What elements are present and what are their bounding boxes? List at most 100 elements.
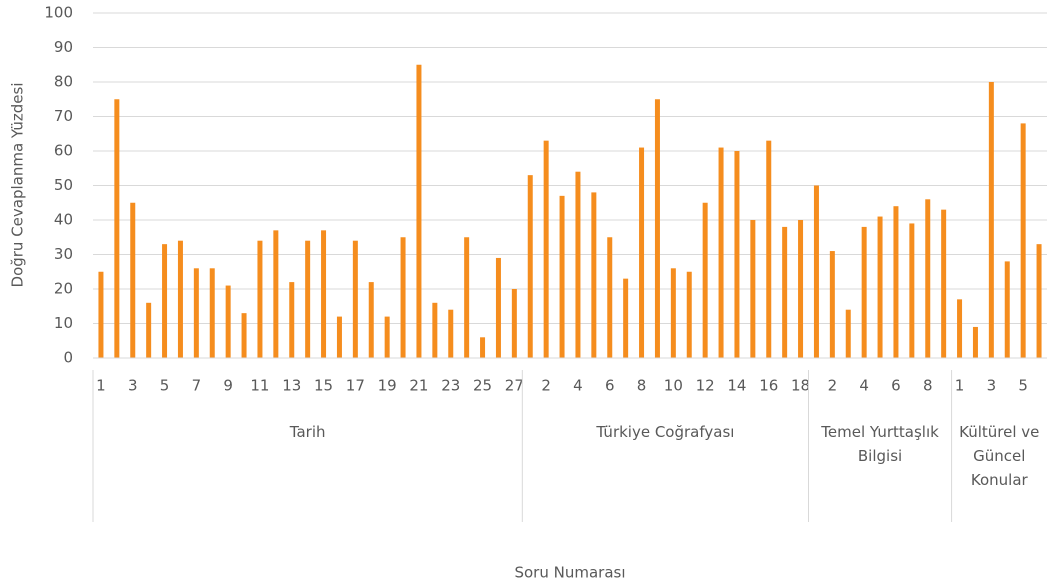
x-tick-label: 8 (923, 377, 933, 395)
bar (384, 316, 390, 358)
bar (1004, 261, 1010, 358)
bar (734, 151, 740, 358)
bar (861, 226, 867, 358)
bar (925, 199, 931, 358)
x-tick-label: 15 (314, 377, 333, 395)
bar (289, 282, 295, 358)
bar (209, 268, 215, 358)
y-tick-label: 0 (63, 349, 73, 367)
bar (400, 237, 406, 358)
x-tick-label: 17 (346, 377, 365, 395)
bar (798, 220, 804, 358)
group-label: Temel Yurttaşlık Bilgisi (821, 423, 939, 465)
y-tick-label: 80 (54, 73, 73, 91)
y-tick-label: 50 (54, 176, 73, 194)
bar (972, 326, 978, 358)
bar (957, 299, 963, 358)
bar (511, 289, 517, 358)
bar (416, 64, 422, 358)
bar (813, 185, 819, 358)
x-tick-label: 5 (1018, 377, 1028, 395)
x-tick-label: 12 (696, 377, 715, 395)
y-tick-label: 40 (54, 211, 73, 229)
bar (623, 278, 629, 358)
bar (639, 147, 645, 358)
bar (162, 244, 168, 358)
x-tick-label: 7 (192, 377, 202, 395)
x-tick-label: 2 (541, 377, 551, 395)
bar (654, 99, 660, 358)
bar (352, 240, 358, 358)
bar (336, 316, 342, 358)
bar (257, 240, 263, 358)
bar (718, 147, 724, 358)
bar (495, 257, 501, 358)
bar (591, 192, 597, 358)
bar (177, 240, 183, 358)
bar (193, 268, 199, 358)
bar (480, 337, 486, 358)
x-tick-label: 14 (727, 377, 746, 395)
bar (575, 171, 581, 358)
bar (988, 82, 994, 358)
bar (766, 140, 772, 358)
bar (1020, 123, 1026, 359)
x-tick-label: 18 (791, 377, 810, 395)
bar (750, 220, 756, 358)
x-tick-label: 1 (955, 377, 965, 395)
y-tick-label: 30 (54, 245, 73, 263)
bar (670, 268, 676, 358)
x-tick-label: 11 (250, 377, 269, 395)
x-tick-label: 8 (637, 377, 647, 395)
y-axis-title: Doğru Cevaplanma Yüzdesi (9, 83, 27, 288)
bar (1036, 244, 1042, 358)
x-tick-label: 16 (759, 377, 778, 395)
x-tick-label: 13 (282, 377, 301, 395)
bar (448, 309, 454, 358)
x-tick-label: 3 (987, 377, 997, 395)
bar (98, 271, 104, 358)
y-tick-label: 90 (54, 38, 73, 56)
x-axis-title: Soru Numarası (514, 564, 625, 582)
bar (305, 240, 311, 358)
x-tick-label: 3 (128, 377, 138, 395)
bar (432, 302, 438, 358)
x-tick-label: 9 (223, 377, 233, 395)
y-tick-label: 20 (54, 280, 73, 298)
bar (241, 313, 247, 358)
x-tick-label: 27 (505, 377, 524, 395)
y-tick-label: 10 (54, 314, 73, 332)
bar (321, 230, 327, 358)
bar (146, 302, 152, 358)
y-tick-label: 70 (54, 107, 73, 125)
bar (702, 202, 708, 358)
bar (130, 202, 136, 358)
bar (527, 175, 533, 358)
bar (273, 230, 279, 358)
group-label: Tarih (289, 423, 326, 441)
x-tick-label: 4 (859, 377, 869, 395)
bar (225, 285, 231, 358)
y-tick-label: 100 (44, 4, 73, 22)
bar (782, 226, 788, 358)
bar (607, 237, 613, 358)
x-tick-label: 1 (96, 377, 106, 395)
bar (845, 309, 851, 358)
y-tick-label: 60 (54, 142, 73, 160)
x-tick-label: 10 (664, 377, 683, 395)
bar (368, 282, 374, 358)
bar (686, 271, 692, 358)
x-tick-label: 21 (409, 377, 428, 395)
x-tick-label: 2 (828, 377, 838, 395)
bar (829, 251, 835, 358)
x-tick-label: 5 (160, 377, 170, 395)
group-label: Türkiye Coğrafyası (596, 423, 735, 441)
bar (877, 216, 883, 358)
x-tick-label: 4 (573, 377, 583, 395)
bar (464, 237, 470, 358)
x-tick-label: 23 (441, 377, 460, 395)
bar (559, 195, 565, 358)
x-tick-label: 6 (605, 377, 615, 395)
